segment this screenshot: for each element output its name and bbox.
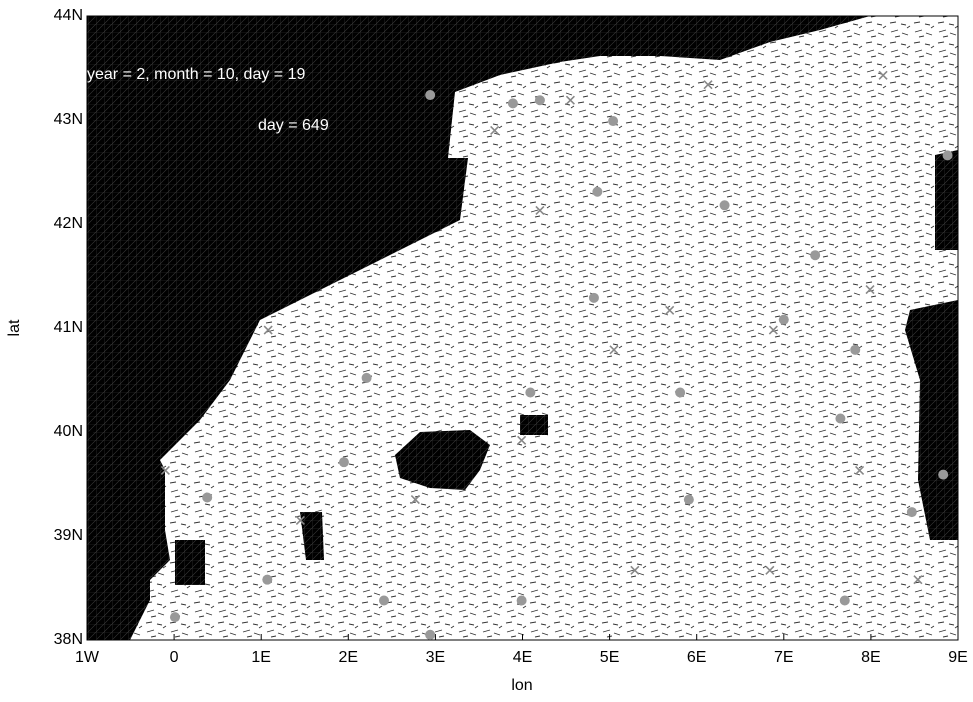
date-annotation: year = 2, month = 10, day = 19 xyxy=(87,66,305,83)
x-tick-label: 8E xyxy=(861,649,881,666)
float-dot xyxy=(202,493,212,503)
y-tick-label: 40N xyxy=(54,423,83,440)
y-tick-label: 39N xyxy=(54,527,83,544)
float-dot xyxy=(608,116,618,126)
y-tick-label: 44N xyxy=(54,7,83,24)
page: {"chart_data": { "type": "map", "annotat… xyxy=(0,0,973,702)
float-dot xyxy=(170,612,180,622)
x-tick-label: 0 xyxy=(170,649,179,666)
float-dot xyxy=(592,187,602,197)
float-dot xyxy=(938,470,948,480)
float-dot xyxy=(684,495,694,505)
float-dot xyxy=(840,595,850,605)
x-tick-label: 1E xyxy=(251,649,271,666)
x-tick-label: 6E xyxy=(687,649,707,666)
float-dot xyxy=(907,507,917,517)
float-dot xyxy=(425,630,435,640)
x-tick-label: 1W xyxy=(75,649,100,666)
y-tick-label: 38N xyxy=(54,631,83,648)
x-tick-label: 7E xyxy=(774,649,794,666)
float-dot xyxy=(339,457,349,467)
float-dot xyxy=(508,98,518,108)
float-dot xyxy=(675,387,685,397)
float-dot xyxy=(362,373,372,383)
day-annotation: day = 649 xyxy=(258,117,329,134)
y-tick-label: 42N xyxy=(54,215,83,232)
float-dot xyxy=(517,595,527,605)
float-dot xyxy=(779,315,789,325)
float-dot xyxy=(379,595,389,605)
x-tick-label: 5E xyxy=(600,649,620,666)
y-axis-label: lat xyxy=(6,319,23,336)
float-dot xyxy=(943,150,953,160)
x-tick-label: 3E xyxy=(426,649,446,666)
float-dot xyxy=(589,293,599,303)
float-dot xyxy=(850,345,860,355)
float-dot xyxy=(720,200,730,210)
x-axis-label: lon xyxy=(511,677,532,694)
float-dot xyxy=(262,575,272,585)
x-tick-label: 2E xyxy=(339,649,359,666)
x-tick-label: 9E xyxy=(948,649,968,666)
float-dot xyxy=(535,95,545,105)
y-tick-label: 41N xyxy=(54,319,83,336)
float-dot xyxy=(835,413,845,423)
float-dot xyxy=(425,90,435,100)
float-dot xyxy=(525,387,535,397)
chart: year = 2, month = 10, day = 19 day = 649… xyxy=(0,0,973,697)
y-tick-label: 43N xyxy=(54,111,83,128)
float-dot xyxy=(810,250,820,260)
x-tick-label: 4E xyxy=(513,649,533,666)
